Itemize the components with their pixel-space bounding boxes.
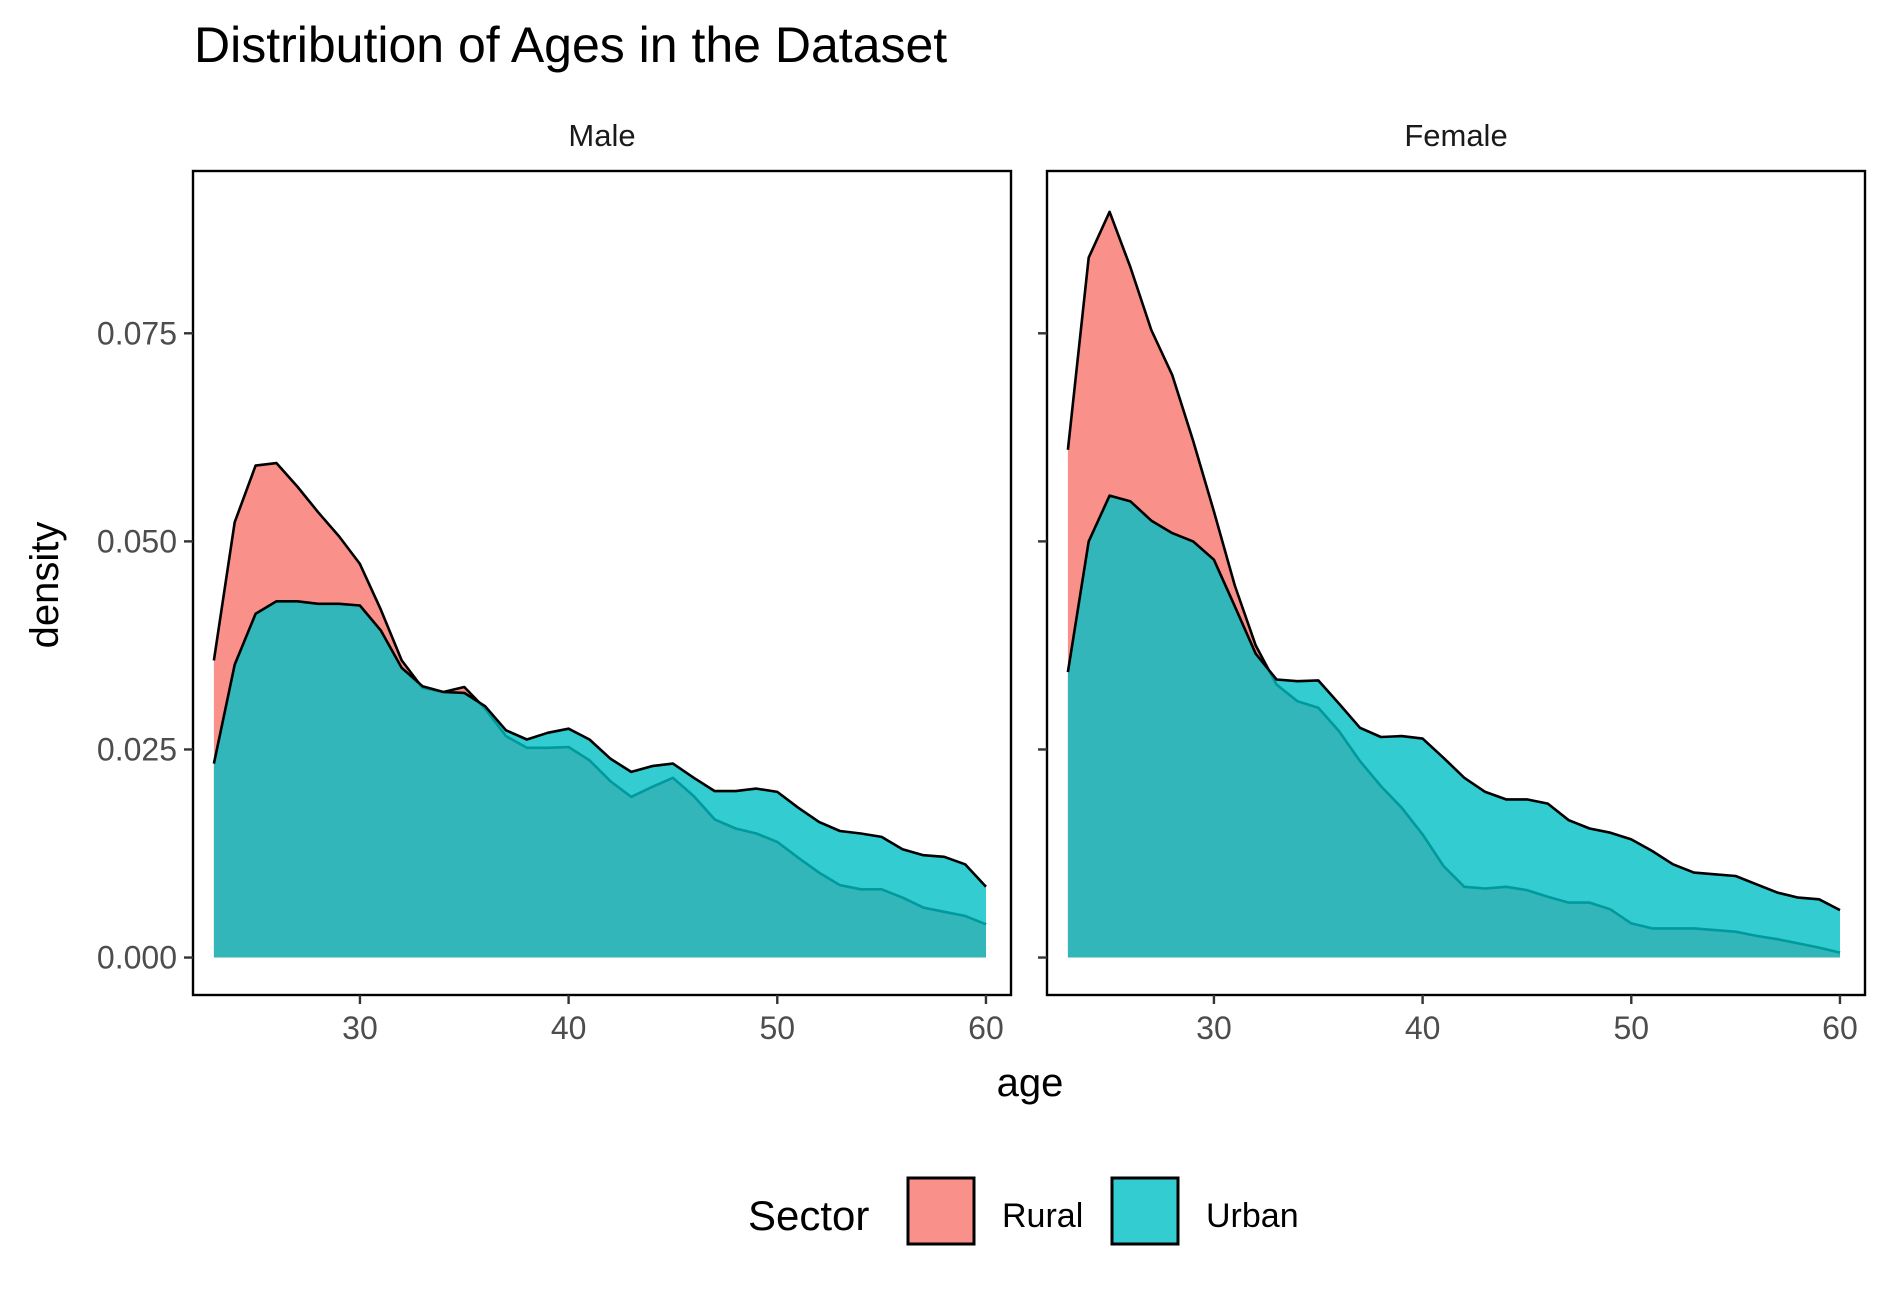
x-tick-label: 60 (1822, 1010, 1858, 1046)
legend-entry-urban: Urban (1110, 1176, 1299, 1246)
legend-label-urban: Urban (1206, 1197, 1299, 1235)
y-tick-label: 0.075 (97, 315, 177, 351)
x-tick-label: 30 (1196, 1010, 1232, 1046)
y-tick-label: 0.050 (97, 523, 177, 559)
legend-key-rural (906, 1176, 976, 1246)
y-axis-label: density (23, 522, 67, 649)
x-tick-label: 60 (968, 1010, 1004, 1046)
panel-female: Female 30 40 50 60 (1038, 118, 1867, 1046)
panel-male: Male 30 40 50 60 0.000 0.025 0.050 0.075 (97, 118, 1013, 1046)
density-area-urban (213, 601, 986, 958)
panel-border (1045, 169, 1867, 997)
density-area-urban (1067, 495, 1840, 958)
x-axis-label: age (997, 1061, 1064, 1105)
legend-key-urban (1110, 1176, 1180, 1246)
legend: Sector Rural Urban (748, 1176, 1299, 1246)
facet-label-male: Male (568, 118, 635, 153)
density-line-urban (1066, 494, 1841, 912)
x-tick-label: 30 (342, 1010, 378, 1046)
facet-label-female: Female (1404, 118, 1507, 153)
x-tick-label: 50 (1613, 1010, 1649, 1046)
panel-border (191, 169, 1013, 997)
chart-title: Distribution of Ages in the Dataset (194, 17, 947, 73)
density-line-urban (212, 600, 987, 888)
x-tick-label: 50 (759, 1010, 795, 1046)
panels: Male 30 40 50 60 0.000 0.025 0.050 0.075 Female 30… (97, 118, 1867, 1046)
x-tick-label: 40 (1405, 1010, 1441, 1046)
legend-label-rural: Rural (1002, 1197, 1083, 1235)
y-tick-label: 0.000 (97, 940, 177, 976)
legend-title: Sector (748, 1192, 869, 1239)
x-tick-label: 40 (551, 1010, 587, 1046)
y-tick-label: 0.025 (97, 731, 177, 767)
legend-entry-rural: Rural (906, 1176, 1083, 1246)
